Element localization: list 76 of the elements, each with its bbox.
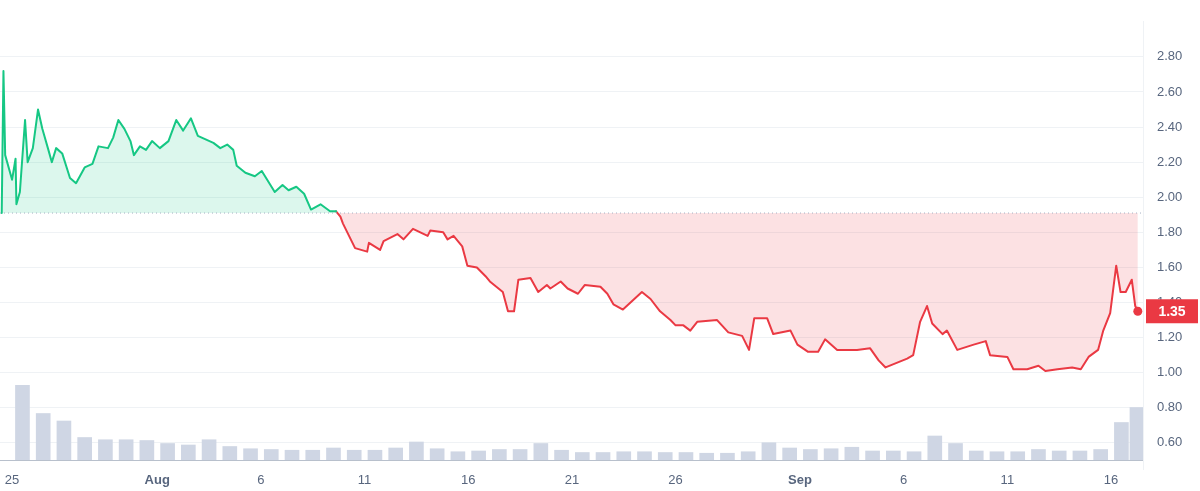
bar <box>346 449 362 460</box>
y-tick-label: 0.60 <box>1157 434 1183 450</box>
bar <box>533 443 549 460</box>
y-tick-label: 1.60 <box>1157 259 1183 275</box>
bar <box>160 443 175 460</box>
y-tick-label: 0.80 <box>1157 399 1183 415</box>
y-tick-label: 1.20 <box>1157 329 1183 345</box>
bar <box>98 439 113 460</box>
bar <box>823 448 839 460</box>
bar <box>595 452 611 460</box>
bar <box>201 439 217 460</box>
y-tick-label: 2.00 <box>1157 188 1183 204</box>
bar <box>139 440 155 460</box>
y-tick-label: 1.80 <box>1157 223 1183 239</box>
bar <box>35 413 51 460</box>
bar <box>1072 450 1088 460</box>
x-tick-label: 16 <box>1103 471 1119 487</box>
bar <box>720 452 735 460</box>
y-tick-label: 1.00 <box>1157 364 1183 380</box>
y-tick-label: 2.20 <box>1157 153 1183 169</box>
bar <box>927 435 943 460</box>
bar <box>989 451 1005 460</box>
bar <box>865 450 880 460</box>
x-tick-label: 6 <box>257 471 265 487</box>
bar <box>885 450 901 460</box>
x-tick-label: 16 <box>461 471 476 487</box>
bar <box>118 439 134 460</box>
x-tick-label: Aug <box>144 471 170 487</box>
bar <box>512 449 528 460</box>
bar <box>637 451 652 460</box>
bar <box>367 449 383 460</box>
bar <box>243 448 258 460</box>
annotation: 1.35 <box>1158 303 1186 320</box>
bar <box>554 449 569 460</box>
bar <box>803 449 818 460</box>
bar <box>1010 451 1026 460</box>
x-tick-label: 21 <box>564 471 580 487</box>
x-tick-label: 25 <box>4 471 20 487</box>
bar <box>263 449 279 460</box>
bar <box>284 449 300 460</box>
bar <box>56 420 72 460</box>
bar <box>450 451 466 460</box>
x-tick-label: 11 <box>1000 471 1015 487</box>
x-tick-label: 26 <box>668 471 683 487</box>
bar <box>740 451 756 460</box>
bar <box>181 444 196 460</box>
y-tick-label: 2.40 <box>1157 118 1183 134</box>
bar <box>968 450 984 460</box>
bar <box>616 451 632 460</box>
bar <box>844 446 860 460</box>
bar <box>657 452 673 460</box>
bar <box>471 450 486 460</box>
x-tick-label: 6 <box>900 471 908 487</box>
bar <box>429 448 445 460</box>
bar <box>1031 449 1046 460</box>
bar <box>948 443 963 460</box>
bar <box>409 441 424 460</box>
bar <box>77 437 92 460</box>
x-tick-label: Sep <box>788 471 812 487</box>
bar <box>906 451 922 460</box>
bar <box>15 385 30 460</box>
bar <box>492 449 507 460</box>
y-tick-label: 2.60 <box>1157 83 1183 99</box>
bar <box>1093 449 1108 460</box>
bar <box>326 447 341 460</box>
bar <box>388 447 404 460</box>
y-tick-label: 2.80 <box>1157 48 1183 64</box>
bar <box>222 446 238 460</box>
bar <box>699 452 715 460</box>
bar <box>782 447 797 460</box>
bar <box>305 449 321 460</box>
bar <box>574 452 590 460</box>
bar <box>761 442 777 460</box>
x-tick-label: 11 <box>357 471 372 487</box>
bar <box>1051 450 1067 460</box>
bar <box>678 452 694 460</box>
